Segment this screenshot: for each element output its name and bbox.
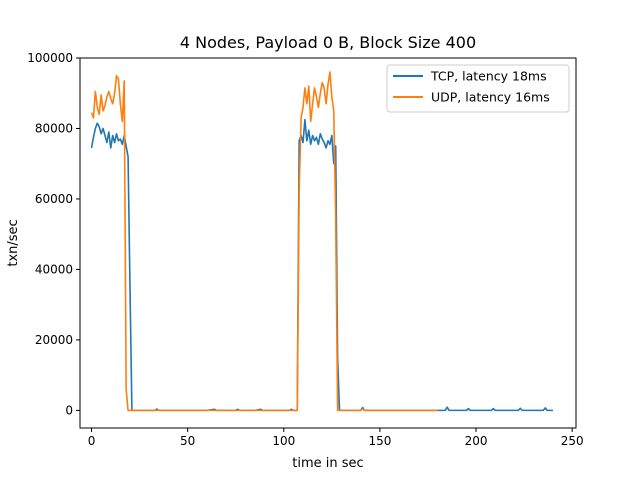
legend-label-udp: UDP, latency 16ms [431,90,550,105]
y-tick-label: 80000 [35,121,73,135]
x-tick-label: 100 [272,434,295,448]
y-tick-label: 40000 [35,262,73,276]
y-tick-label: 20000 [35,333,73,347]
x-tick-label: 250 [561,434,584,448]
x-axis: 0 50 100 150 200 250 [88,428,584,448]
legend-box [386,64,570,113]
chart-title: 4 Nodes, Payload 0 B, Block Size 400 [180,33,476,52]
legend: TCP, latency 18ms UDP, latency 16ms [386,64,570,113]
y-tick-label: 100000 [27,51,73,65]
x-tick-label: 200 [465,434,488,448]
x-tick-label: 0 [88,434,96,448]
legend-label-tcp: TCP, latency 18ms [430,69,547,84]
y-axis: 0 20000 40000 60000 80000 100000 [27,51,80,417]
plot-frame [79,57,577,429]
x-axis-label: time in sec [292,456,363,471]
plot-lines [90,71,553,412]
x-tick-label: 50 [180,434,195,448]
y-tick-label: 60000 [35,192,73,206]
series-line-1 [90,71,438,412]
y-axis-label: txn/sec [6,219,21,266]
y-tick-label: 0 [65,403,73,417]
x-tick-label: 150 [368,434,391,448]
series-line-0 [90,118,553,412]
